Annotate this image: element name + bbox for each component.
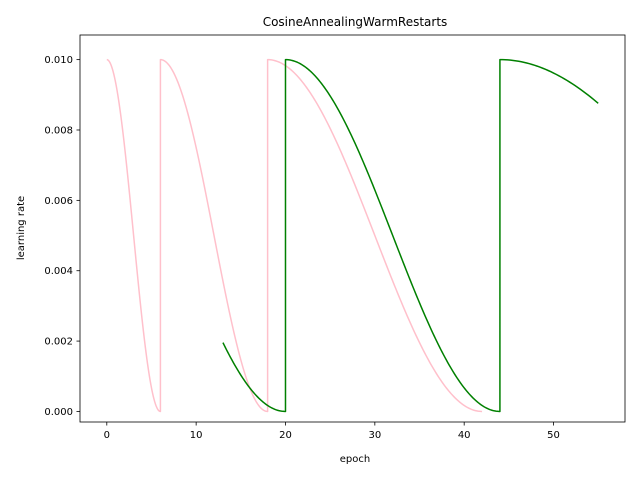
x-tick-label: 10 (190, 430, 203, 441)
y-tick-label: 0.004 (44, 266, 73, 277)
y-axis: 0.000 0.002 0.004 0.006 0.008 0.010 (44, 55, 80, 418)
x-tick-label: 0 (104, 430, 110, 441)
x-tick-label: 50 (547, 430, 560, 441)
x-tick-label: 40 (458, 430, 471, 441)
x-axis-label: epoch (340, 454, 370, 465)
x-tick-label: 30 (368, 430, 381, 441)
y-tick-label: 0.008 (44, 125, 73, 136)
x-axis: 0 10 20 30 40 50 (104, 422, 560, 441)
y-tick-label: 0.006 (44, 196, 73, 207)
y-tick-label: 0.000 (44, 407, 73, 418)
x-tick-label: 20 (279, 430, 292, 441)
series-line-1 (106, 58, 483, 413)
plot-area (79, 34, 626, 423)
series-layer (106, 58, 599, 413)
y-tick-label: 0.010 (44, 55, 73, 66)
plot-frame (79, 34, 626, 423)
y-tick-label: 0.002 (44, 337, 73, 348)
chart-title: CosineAnnealingWarmRestarts (263, 15, 448, 29)
series-line-2 (222, 58, 599, 413)
y-axis-label: learning rate (16, 196, 27, 260)
